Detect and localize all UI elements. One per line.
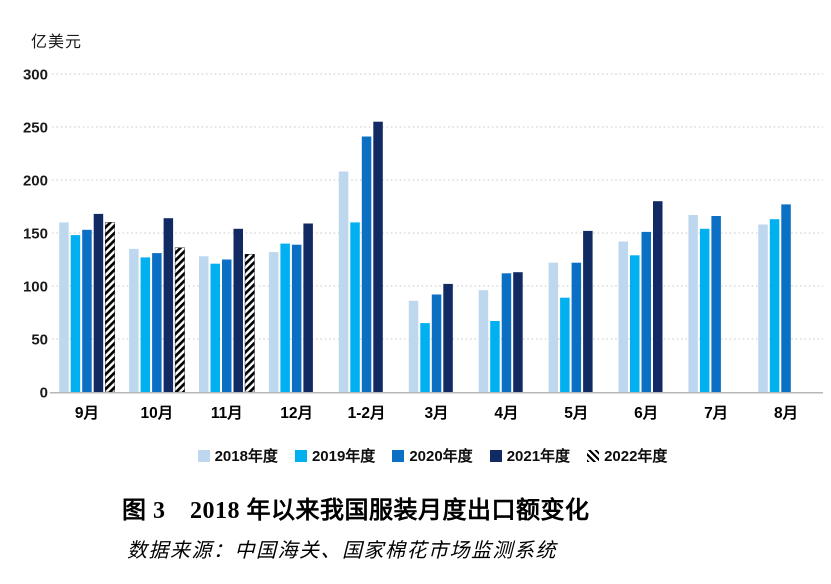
legend-swatch-solid	[392, 449, 405, 462]
legend-label: 2018年度	[214, 448, 278, 465]
y-tick-label: 300	[23, 67, 48, 84]
bar-2018年度-11月	[199, 256, 209, 392]
bar-2022年度-11月	[244, 253, 255, 393]
x-tick-label: 10月	[140, 404, 173, 422]
y-tick-label: 250	[23, 120, 48, 137]
bar-2021年度-6月	[653, 201, 663, 392]
bar-2022年度-9月	[104, 222, 115, 393]
bar-2022年度-10月	[174, 247, 185, 393]
bar-2019年度-3月	[420, 323, 430, 392]
bar-2021年度-3月	[443, 283, 453, 392]
y-axis-unit-label: 亿美元	[31, 34, 83, 51]
bar-2018年度-3月	[408, 300, 419, 392]
legend-swatch-solid	[294, 449, 307, 462]
legend-swatch-solid	[197, 449, 210, 462]
bar-2021年度-1-2月	[373, 121, 383, 392]
legend-item-2020年度: 2020年度	[392, 445, 473, 466]
data-source-note: 数据来源：中国海关、国家棉花市场监测系统	[127, 540, 557, 562]
bar-2018年度-12月	[268, 252, 279, 392]
bar-2018年度-10月	[129, 248, 139, 392]
legend-label: 2020年度	[409, 448, 473, 465]
y-tick-label: 150	[23, 226, 48, 243]
x-tick-label: 5月	[564, 404, 588, 422]
x-tick-label: 3月	[424, 404, 448, 422]
legend-item-2021年度: 2021年度	[489, 445, 571, 466]
bar-2021年度-9月	[93, 213, 104, 392]
bar-2019年度-11月	[210, 263, 220, 392]
export-bar-chart: 0 50 100 150 200 250 300 9月 10月 11月 12月 1-2月 3月 4月 5月 6…	[23, 67, 823, 422]
bar-2020年度-9月	[82, 229, 92, 392]
bar-2021年度-4月	[513, 272, 523, 392]
bar-2019年度-8月	[769, 219, 780, 392]
bar-2018年度-7月	[688, 215, 698, 392]
bar-2019年度-6月	[630, 255, 640, 392]
bar-2020年度-8月	[781, 204, 791, 392]
bar-2021年度-5月	[583, 230, 593, 392]
bar-2020年度-7月	[711, 216, 721, 392]
chart-legend: 2018年度 2019年度 2020年度 2021年度 2022年度	[0, 445, 831, 466]
bar-2018年度-6月	[618, 241, 628, 392]
legend-item-2019年度: 2019年度	[294, 445, 376, 466]
bar-2019年度-12月	[280, 243, 290, 392]
bar-2018年度-8月	[758, 224, 768, 392]
bar-2021年度-12月	[303, 223, 313, 392]
bar-2019年度-9月	[70, 235, 81, 392]
y-tick-label: 200	[23, 173, 48, 190]
bar-2020年度-1-2月	[361, 136, 372, 392]
bar-2018年度-4月	[478, 290, 489, 392]
x-tick-label: 12月	[280, 404, 313, 422]
x-tick-label: 6月	[634, 404, 658, 422]
bar-2019年度-5月	[560, 297, 570, 392]
legend-swatch-hatch	[587, 449, 600, 462]
bar-2019年度-1-2月	[350, 222, 360, 392]
x-tick-label: 9月	[75, 404, 99, 422]
bar-2021年度-10月	[163, 218, 174, 392]
bar-2020年度-11月	[222, 259, 232, 392]
bar-2018年度-9月	[59, 222, 69, 392]
bar-2019年度-7月	[699, 228, 710, 392]
bar-2020年度-12月	[291, 244, 302, 392]
bar-2020年度-10月	[152, 253, 162, 392]
legend-item-2018年度: 2018年度	[197, 445, 278, 466]
x-tick-label: 11月	[211, 404, 243, 422]
bar-2018年度-5月	[548, 262, 559, 392]
legend-label: 2021年度	[506, 448, 571, 465]
x-tick-label: 1-2月	[348, 404, 386, 422]
y-tick-label: 100	[23, 279, 48, 296]
figure-title: 图 3 2018 年以来我国服装月度出口额变化	[122, 498, 590, 524]
bar-2020年度-5月	[571, 262, 582, 392]
bar-2021年度-11月	[233, 228, 243, 392]
y-tick-label: 0	[40, 385, 48, 402]
x-tick-label: 7月	[704, 404, 728, 422]
legend-label: 2022年度	[604, 448, 668, 465]
bar-2020年度-4月	[501, 273, 512, 392]
bar-2020年度-3月	[431, 294, 442, 392]
bar-2018年度-1-2月	[338, 171, 349, 392]
x-tick-label: 8月	[774, 404, 798, 422]
x-tick-label: 4月	[494, 404, 518, 422]
bar-2019年度-10月	[140, 257, 151, 392]
bar-2019年度-4月	[490, 321, 500, 392]
legend-swatch-solid	[489, 449, 502, 462]
legend-label: 2019年度	[311, 448, 376, 465]
y-tick-label: 50	[31, 332, 48, 349]
bar-2020年度-6月	[641, 231, 651, 392]
legend-item-2022年度: 2022年度	[587, 445, 667, 466]
